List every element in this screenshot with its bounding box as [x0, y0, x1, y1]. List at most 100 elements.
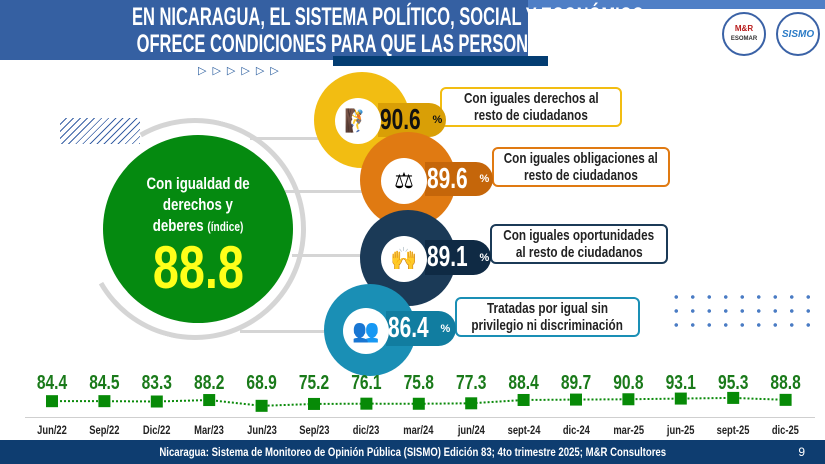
item-value-pill: 89.1%	[425, 240, 491, 275]
x-tick-label: Sep/22	[74, 423, 134, 437]
connector-line	[240, 330, 330, 333]
x-tick-text: dic/23	[353, 423, 380, 437]
data-point-marker	[779, 393, 792, 406]
x-tick-label: sept-25	[703, 423, 763, 437]
x-tick-text: Jun/23	[246, 423, 277, 437]
x-tick-label: jun/24	[441, 423, 501, 437]
data-point-marker	[98, 395, 111, 408]
x-tick-label: dic-24	[546, 423, 606, 437]
index-label: Con igualdad de	[146, 174, 250, 193]
page-number: 9	[798, 445, 805, 459]
item-value: 86.4	[388, 312, 429, 344]
data-label: 89.7	[561, 371, 591, 393]
item-label-box: Con iguales obligaciones al resto de ciud…	[492, 147, 670, 187]
data-label: 88.2	[194, 371, 224, 393]
item-value-pill: 86.4%	[386, 311, 456, 346]
title-line-1: EN NICARAGUA, EL SISTEMA POLÍTICO, SOCIA…	[131, 3, 645, 31]
data-label: 84.5	[89, 371, 119, 393]
data-point-marker	[203, 394, 216, 407]
data-point-marker	[308, 397, 320, 410]
data-label: 88.4	[508, 371, 538, 393]
connector-line	[250, 137, 330, 140]
item-label-box: Con iguales oportunidades al resto de ciu…	[490, 224, 668, 264]
data-point-marker	[46, 395, 58, 408]
x-tick-text: sept-24	[507, 423, 540, 437]
index-label: derechos y	[162, 195, 234, 214]
title-line-2: OFRECE CONDICIONES PARA QUE LAS PERSONAS…	[136, 30, 668, 58]
title-underline-bar	[333, 56, 548, 66]
item-unit: %	[432, 114, 443, 126]
item-text: resto de ciudadanos	[474, 107, 588, 124]
item-text: al resto de ciudadanos	[515, 244, 643, 261]
x-tick-text: Sep/22	[89, 423, 120, 437]
item-unit: %	[479, 251, 490, 264]
item-value-pill: 89.6%	[425, 162, 493, 196]
index-circle: Con igualdad de derechos y deberes (índi…	[103, 135, 293, 323]
data-label: 68.9	[246, 371, 276, 393]
index-suffix: (índice)	[207, 219, 244, 234]
data-point-marker	[360, 397, 373, 410]
x-tick-text: mar-25	[613, 423, 644, 437]
item-text: privilegio ni discriminación	[471, 317, 624, 334]
x-tick-text: Mar/23	[194, 423, 225, 437]
data-point-marker	[622, 393, 635, 406]
x-tick-label: Jun/22	[22, 423, 82, 437]
x-tick-label: Mar/23	[179, 423, 239, 437]
x-tick-label: sept-24	[494, 423, 554, 437]
data-point-marker	[150, 395, 163, 408]
x-tick-text: Jun/22	[37, 423, 67, 437]
data-point-marker	[727, 391, 740, 404]
data-label: 77.3	[456, 371, 486, 393]
index-label: deberes	[152, 216, 204, 235]
diverse-people-icon: 👥	[343, 308, 389, 354]
data-label: 75.2	[299, 371, 329, 393]
item-text: Con iguales oportunidades	[503, 227, 655, 244]
connector-line	[285, 190, 365, 193]
people-podium-icon: 🙌	[381, 236, 427, 282]
item-text: Con iguales derechos al	[463, 90, 599, 107]
data-point-marker	[255, 399, 268, 412]
data-point-marker	[570, 393, 582, 406]
page-title: EN NICARAGUA, EL SISTEMA POLÍTICO, SOCIA…	[0, 0, 667, 60]
item-text: resto de ciudadanos	[524, 167, 638, 184]
data-point-marker	[517, 393, 530, 406]
x-tick-label: Dic/22	[127, 423, 187, 437]
x-tick-label: dic/23	[336, 423, 396, 437]
hatch-decoration	[60, 118, 140, 144]
item-unit: %	[440, 322, 451, 335]
data-point-marker	[412, 397, 425, 410]
x-tick-label: Sep/23	[284, 423, 344, 437]
item-label-box: Con iguales derechos al resto de ciudadan…	[440, 87, 622, 127]
dot-grid-decoration	[668, 290, 818, 332]
x-tick-label: mar/24	[389, 423, 449, 437]
data-label: 75.8	[404, 371, 434, 393]
data-label: 76.1	[351, 371, 381, 393]
x-tick-text: mar/24	[403, 423, 434, 437]
x-tick-text: Dic/22	[142, 423, 171, 437]
index-value: 88.8	[152, 234, 244, 301]
data-point-marker	[674, 392, 687, 405]
footer-bar: Nicaragua: Sistema de Monitoreo de Opini…	[0, 440, 825, 464]
data-label: 83.3	[142, 371, 172, 393]
item-text: Con iguales obligaciones al	[503, 150, 659, 167]
x-tick-label: jun-25	[651, 423, 711, 437]
balance-scale-icon: ⚖	[381, 158, 427, 204]
people-climbing-icon: 🧗	[335, 98, 381, 144]
item-label-box: Tratadas por igual sin privilegio ni disc…	[455, 297, 640, 337]
data-label: 95.3	[718, 371, 748, 393]
item-value: 89.6	[427, 162, 468, 195]
item-value: 89.1	[427, 241, 468, 273]
data-label: 93.1	[666, 371, 696, 393]
source-text: Nicaragua: Sistema de Monitoreo de Opini…	[159, 445, 666, 459]
item-value: 90.6	[380, 103, 421, 136]
trend-chart: 84.4 84.5 83.3 88.2 68.9 75.2 76.1 75.8 77.3 88.4…	[37, 371, 801, 412]
x-axis-line	[25, 417, 815, 418]
x-tick-label: dic-25	[756, 423, 816, 437]
x-tick-text: Sep/23	[298, 423, 330, 437]
data-point-marker	[465, 397, 478, 410]
x-tick-text: dic-25	[772, 423, 800, 437]
mr-consultores-logo: M&R ESOMAR	[722, 12, 766, 56]
item-text: Tratadas por igual sin	[487, 300, 608, 317]
x-tick-text: sept-25	[716, 423, 750, 437]
x-tick-label: mar-25	[598, 423, 658, 437]
